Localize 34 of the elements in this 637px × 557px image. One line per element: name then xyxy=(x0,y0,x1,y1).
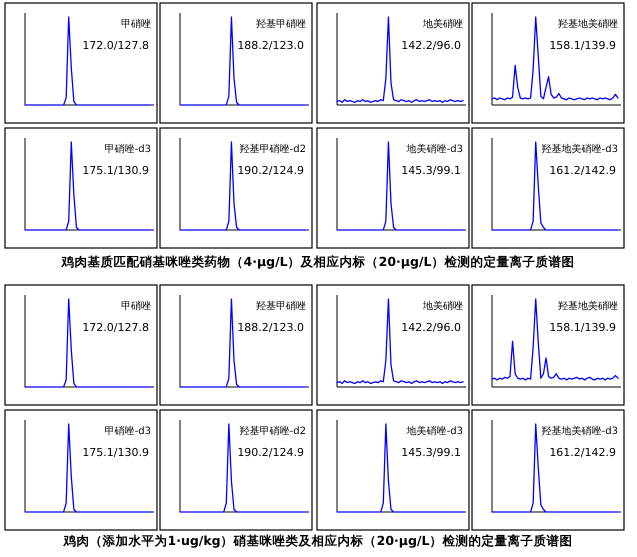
annotation: 175.1/130.9 xyxy=(82,446,149,459)
annotation: 161.2/142.9 xyxy=(549,164,616,177)
annotation: 142.2/96.0 xyxy=(401,321,461,334)
annotation: 190.2/124.9 xyxy=(237,446,304,459)
annotation: 羟基地美硝唑 xyxy=(558,300,618,312)
annotation: 145.3/99.1 xyxy=(401,164,461,177)
annotation: 地美硝唑-d3 xyxy=(406,143,463,155)
annotation: 羟基地美硝唑-d3 xyxy=(542,425,618,437)
annotation: 161.2/142.9 xyxy=(549,446,616,459)
annotation: 甲硝唑 xyxy=(121,300,151,312)
text: 鸡肉基质匹配硝基咪唑类药物（4·μg/L）及相应内标（20·μg/L）检测的定量离子质谱图 xyxy=(60,254,574,269)
annotation: 甲硝唑 xyxy=(121,18,151,30)
annotation: 地美硝唑 xyxy=(422,18,463,30)
annotation: 158.1/139.9 xyxy=(549,321,616,334)
annotation: 羟基甲硝唑-d2 xyxy=(240,143,306,155)
annotation: 172.0/127.8 xyxy=(82,321,149,334)
annotation: 188.2/123.0 xyxy=(237,39,304,52)
annotation: 羟基地美硝唑 xyxy=(558,18,618,30)
annotation: 甲硝唑-d3 xyxy=(104,143,151,155)
annotation: 172.0/127.8 xyxy=(82,39,149,52)
text: 鸡肉（添加水平为1·ug/kg）硝基咪唑类及相应内标（20·μg/L）检测的定量离子质谱图 xyxy=(62,533,572,548)
annotation: 175.1/130.9 xyxy=(82,164,149,177)
annotation: 甲硝唑-d3 xyxy=(104,425,151,437)
annotation: 145.3/99.1 xyxy=(401,446,461,459)
annotation: 羟基甲硝唑-d2 xyxy=(240,425,306,437)
annotation: 190.2/124.9 xyxy=(237,164,304,177)
annotation: 羟基甲硝唑 xyxy=(256,300,306,312)
annotation: 158.1/139.9 xyxy=(549,39,616,52)
annotation: 188.2/123.0 xyxy=(237,321,304,334)
annotation: 羟基地美硝唑-d3 xyxy=(542,143,618,155)
annotation: 地美硝唑-d3 xyxy=(406,425,463,437)
annotation: 地美硝唑 xyxy=(422,300,463,312)
annotation: 142.2/96.0 xyxy=(401,39,461,52)
annotation: 羟基甲硝唑 xyxy=(256,18,306,30)
